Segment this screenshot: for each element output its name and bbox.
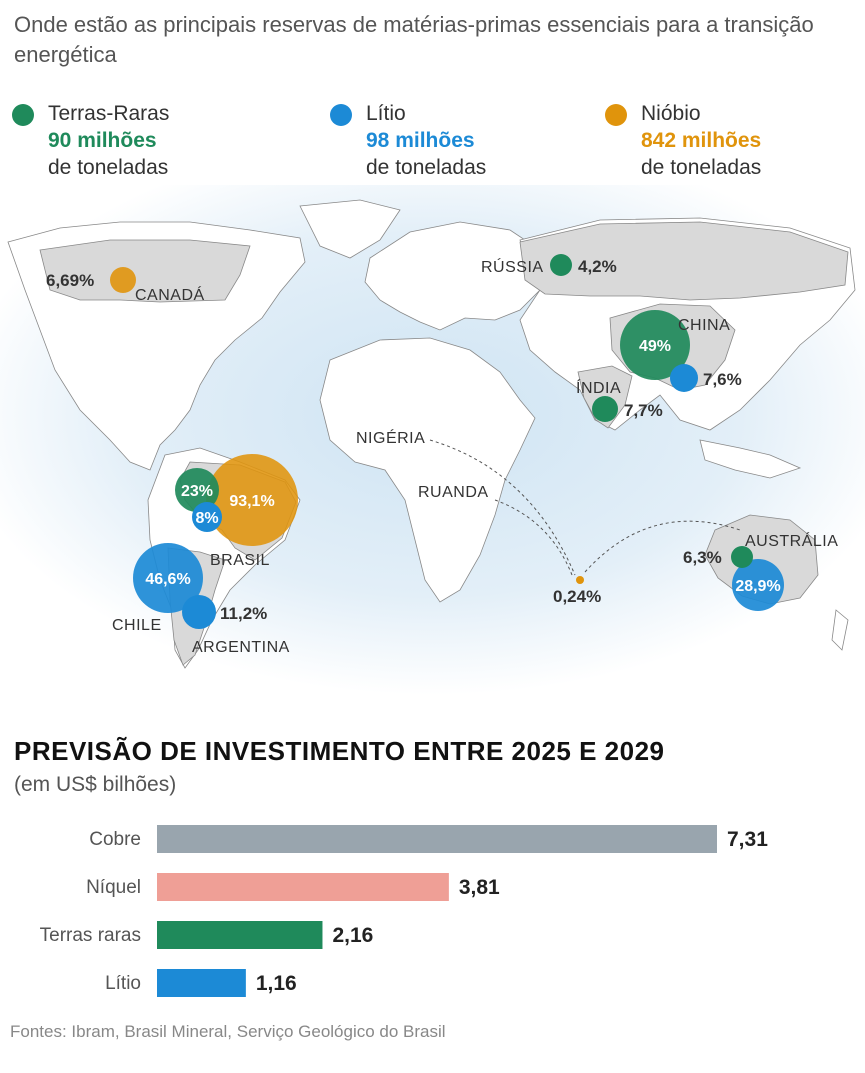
bar-category-label: Cobre: [89, 829, 141, 850]
bubble-india-terras: [592, 396, 618, 422]
bar-category-label: Terras raras: [40, 925, 141, 946]
label-russia: RÚSSIA: [481, 257, 544, 276]
legend-name: Terras-Raras: [48, 102, 170, 125]
bubble-africa-niobio: [576, 576, 584, 584]
bubble-brasil-niobio: [206, 454, 298, 546]
bubble-australia-terras: [731, 546, 753, 568]
legend-name: Nióbio: [641, 102, 701, 125]
pct-india-terras: 7,7%: [624, 401, 663, 420]
se-asia-islands: [699, 439, 802, 479]
legend-unit: de toneladas: [641, 156, 762, 179]
bar-value-label: 2,16: [332, 924, 373, 947]
legend-dot-litio-icon: [330, 104, 352, 126]
bubble-argentina-litio: [182, 595, 216, 629]
bar-chart-title: PREVISÃO DE INVESTIMENTO ENTRE 2025 E 20…: [14, 736, 665, 766]
bubble-russia-terras: [550, 254, 572, 276]
legend-dot-niobio-icon: [605, 104, 627, 126]
page-title: Onde estão as principais reservas de mat…: [14, 12, 814, 67]
pct-argentina-litio: 11,2%: [220, 604, 267, 623]
bubble-china-litio: [670, 364, 698, 392]
greenland-landmass: [299, 199, 401, 259]
africa-landmass: [319, 337, 536, 603]
label-chile: CHILE: [112, 617, 162, 634]
bubble-chile-litio: [133, 543, 203, 613]
bar-terras-raras: [157, 921, 323, 949]
leader-line-ruanda: [494, 499, 573, 576]
label-china: CHINA: [678, 317, 730, 334]
bar-lítio: [157, 969, 246, 997]
world-map: CANADÁ RÚSSIA CHINA ÍNDIA NIGÉRIA RUANDA…: [0, 185, 865, 695]
bar-value-label: 3,81: [459, 876, 500, 899]
bar-níquel: [157, 873, 449, 901]
label-ruanda: RUANDA: [418, 484, 489, 501]
bar-category-label: Níquel: [86, 877, 141, 898]
bubble-canada-niobio: [110, 267, 136, 293]
investment-bar-chart: Cobre 7,31 Níquel 3,81 Terras raras 2,16 Lítio…: [40, 825, 768, 997]
label-australia: AUSTRÁLIA: [745, 531, 838, 550]
legend-unit: de toneladas: [48, 156, 169, 179]
bar-cobre: [157, 825, 717, 853]
bubble-australia-litio: [732, 559, 784, 611]
new-zealand-landmass: [831, 609, 849, 651]
label-nigeria: NIGÉRIA: [356, 428, 425, 447]
legend-name: Lítio: [366, 102, 406, 125]
label-india: ÍNDIA: [576, 378, 621, 397]
bar-chart-subtitle: (em US$ bilhões): [14, 773, 177, 796]
pct-china-litio: 7,6%: [703, 370, 742, 389]
leader-line-nigeria: [429, 439, 576, 576]
pct-canada-niobio: 6,69%: [46, 271, 94, 290]
pct-russia-terras: 4,2%: [578, 257, 617, 276]
bubble-brasil-terras: [175, 468, 219, 512]
bar-value-label: 1,16: [256, 972, 297, 995]
pct-australia-litio: 28,9%: [735, 578, 780, 595]
legend-value: 90 milhões: [48, 129, 157, 152]
bar-category-label: Lítio: [105, 973, 141, 994]
pct-brasil-niobio: 93,1%: [229, 493, 274, 510]
pct-brasil-litio: 8%: [195, 510, 218, 527]
legend-dot-terras-raras-icon: [12, 104, 34, 126]
label-canada: CANADÁ: [135, 285, 205, 304]
legend-unit: de toneladas: [366, 156, 487, 179]
label-argentina: ARGENTINA: [192, 639, 290, 656]
canada-region: [39, 239, 251, 303]
bubble-brasil-litio: [192, 502, 222, 532]
russia-region: [519, 221, 849, 301]
source-note: Fontes: Ibram, Brasil Mineral, Serviço G…: [10, 1022, 446, 1041]
bar-value-label: 7,31: [727, 828, 768, 851]
pct-chile-litio: 46,6%: [145, 571, 190, 588]
label-brasil: BRASIL: [210, 552, 270, 569]
europe-landmass: [364, 221, 541, 331]
pct-china-terras: 49%: [639, 338, 671, 355]
pct-australia-terras: 6,3%: [683, 548, 722, 567]
legend-value: 98 milhões: [366, 129, 475, 152]
bubble-china-terras: [620, 310, 690, 380]
legend-value: 842 milhões: [641, 129, 762, 152]
leader-line-australia: [584, 520, 741, 573]
pct-brasil-terras: 23%: [181, 483, 213, 500]
pct-africa-niobio: 0,24%: [553, 587, 601, 606]
